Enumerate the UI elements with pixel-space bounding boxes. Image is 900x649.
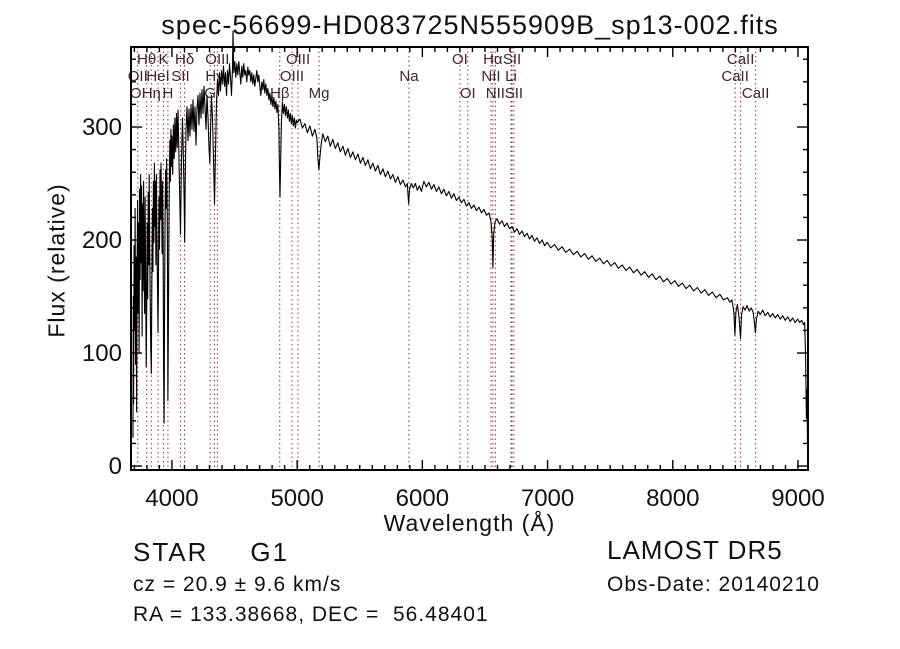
line-marker-label: OIII — [205, 51, 229, 68]
survey-label: LAMOST DR5 — [607, 535, 783, 565]
y-axis-label: Flux (relative) — [43, 183, 70, 338]
line-marker-label: Hα — [483, 51, 503, 68]
x-tick-label: 7000 — [521, 485, 574, 512]
y-tick-label: 300 — [82, 114, 122, 141]
line-marker-label: NII — [481, 68, 500, 85]
line-marker-label: Hη — [142, 85, 161, 102]
spectrum-trace — [132, 30, 809, 455]
x-tick-label: 5000 — [270, 485, 323, 512]
line-marker-label: CaII — [721, 68, 749, 85]
line-marker-label: OII — [128, 68, 148, 85]
line-marker-label: Na — [399, 68, 419, 85]
line-marker-label: SII — [505, 85, 523, 102]
star-class-label: STAR — [133, 537, 209, 567]
line-marker-label: H — [163, 85, 174, 102]
line-marker-label: Hβ — [270, 85, 290, 102]
line-marker-label: SII — [171, 68, 189, 85]
obs-date-label: Obs-Date: 20140210 — [607, 573, 820, 596]
line-marker-label: Li — [505, 68, 517, 85]
line-marker-label: OIII — [280, 68, 304, 85]
line-marker-label: Mg — [309, 85, 330, 102]
y-tick-label: 200 — [82, 227, 122, 254]
line-marker-label: CaII — [742, 85, 770, 102]
cz-value: cz = 20.9 ± 9.6 km/s — [133, 573, 342, 596]
line-marker-label: HeI — [146, 68, 169, 85]
ra-dec-value: RA = 133.38668, DEC = 56.48401 — [133, 603, 489, 626]
line-marker-label: SII — [503, 51, 521, 68]
plot-title: spec-56699-HD083725N555909B_sp13-002.fit… — [161, 10, 779, 40]
line-marker-label: OIII — [286, 51, 310, 68]
x-tick-label: 4000 — [145, 485, 198, 512]
x-tick-label: 6000 — [396, 485, 449, 512]
line-marker-label: NII — [486, 85, 505, 102]
line-marker-label: OI — [130, 85, 146, 102]
line-marker-label: OI — [452, 51, 468, 68]
line-marker-label: CaII — [727, 51, 755, 68]
line-marker-label: K — [159, 51, 169, 68]
y-tick-label: 100 — [82, 340, 122, 367]
line-marker-label: Hθ — [137, 51, 156, 68]
classification-annotation: STAR G1 — [133, 537, 289, 568]
line-marker-label: G — [204, 85, 216, 102]
x-tick-label: 8000 — [646, 485, 699, 512]
line-marker-label: Hδ — [175, 51, 194, 68]
x-axis-label: Wavelength (Å) — [383, 510, 556, 536]
plot-frame — [130, 46, 809, 471]
x-tick-label: 9000 — [771, 485, 824, 512]
y-tick-label: 0 — [109, 453, 122, 480]
line-marker-label: OI — [460, 85, 476, 102]
star-subclass-label: G1 — [250, 537, 290, 567]
